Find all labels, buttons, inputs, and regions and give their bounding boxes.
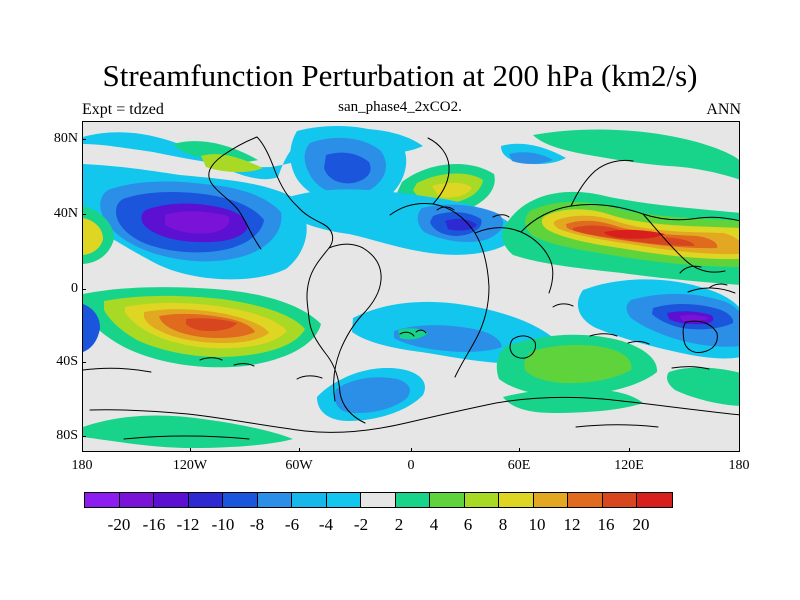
lat-label-80n: 80N <box>53 131 78 146</box>
colorbar-label: -4 <box>318 515 334 534</box>
colorbar-cell <box>602 493 637 507</box>
colorbar-label: -6 <box>284 515 300 534</box>
lon-label-0: 0 <box>407 458 415 473</box>
colorbar-cell <box>637 493 672 507</box>
southwest-edge-negative <box>83 304 100 352</box>
colorbar-label: 16 <box>597 515 615 534</box>
northeast-pacific-positive-band <box>173 141 258 163</box>
colorbar-cell <box>464 493 499 507</box>
southwest-pacific-negative-innermost <box>679 314 709 322</box>
plot-title: Streamfunction Perturbation at 200 hPa (… <box>102 58 698 93</box>
lon-tick-60e <box>519 448 520 452</box>
lon-label-120e: 120E <box>614 458 644 473</box>
colorbar-label: -12 <box>176 515 200 534</box>
colorbar-label: -16 <box>142 515 166 534</box>
dateline-positive-core <box>83 218 103 255</box>
south-indian-southern-band <box>503 388 643 413</box>
north-atlantic-negative-core <box>324 152 371 184</box>
south-indian-positive-core <box>524 344 632 384</box>
lon-label-120w: 120W <box>172 458 208 473</box>
colorbar-cell <box>257 493 292 507</box>
experiment-label: Expt = tdzed <box>82 101 164 118</box>
south-atlantic-positive-pocket <box>398 328 428 340</box>
asia-positive-innermost <box>604 229 665 239</box>
colorbar-label: 6 <box>463 515 473 534</box>
northeast-pacific-core <box>201 154 263 173</box>
colorbar-cell <box>361 493 396 507</box>
colorbar-label: 12 <box>563 515 581 534</box>
lat-tick-40s <box>82 362 86 363</box>
colorbar-cell <box>395 493 430 507</box>
lat-label-40n: 40N <box>53 206 78 221</box>
lat-label-80s: 80S <box>56 428 78 443</box>
colorbar <box>84 492 673 508</box>
lon-tick-180-right <box>739 448 740 452</box>
colorbar-label: 8 <box>498 515 508 534</box>
lat-tick-80s <box>82 436 86 437</box>
lat-tick-40n <box>82 214 86 215</box>
colorbar-label: 10 <box>528 515 546 534</box>
colorbar-cell <box>326 493 361 507</box>
colorbar-label: -20 <box>107 515 131 534</box>
lon-label-180-right: 180 <box>728 458 750 473</box>
colorbar-cell <box>568 493 603 507</box>
southeast-edge-positive <box>667 367 739 406</box>
lon-label-60e: 60E <box>507 458 531 473</box>
lon-tick-60w <box>299 448 300 452</box>
colorbar-label: -10 <box>211 515 235 534</box>
colorbar-cell <box>223 493 258 507</box>
lon-label-180-left: 180 <box>71 458 93 473</box>
north-pacific-negative-core <box>165 211 230 234</box>
lon-tick-180-left <box>82 448 83 452</box>
south-pacific-positive-innermost <box>186 318 237 331</box>
colorbar-label: 4 <box>429 515 439 534</box>
season-label: ANN <box>706 101 741 118</box>
europe-hot-core <box>432 182 472 198</box>
lat-label-40s: 40S <box>56 354 78 369</box>
colorbar-labels: -20 -16 -12 -10 -8 -6 -4 -2 2 4 6 8 10 1… <box>84 513 744 537</box>
streamfunction-map <box>83 122 739 451</box>
colorbar-cell <box>188 493 223 507</box>
colorbar-cell <box>85 493 120 507</box>
southern-ocean-negative-core <box>334 377 410 414</box>
north-africa-negative-core <box>445 218 477 231</box>
colorbar-cell <box>154 493 189 507</box>
plot-subtitle: san_phase4_2xCO2. <box>338 99 462 115</box>
colorbar-label: 2 <box>394 515 404 534</box>
colorbar-cell <box>533 493 568 507</box>
colorbar-label: -2 <box>353 515 369 534</box>
colorbar-cell <box>292 493 327 507</box>
colorbar-cell <box>430 493 465 507</box>
lon-tick-120w <box>190 448 191 452</box>
siberia-negative-core <box>509 152 553 164</box>
northern-eurasia-positive-band <box>533 129 739 180</box>
lon-tick-120e <box>629 448 630 452</box>
coastlines <box>83 136 739 440</box>
colorbar-cell <box>499 493 534 507</box>
lon-tick-0 <box>411 448 412 452</box>
lat-tick-0 <box>82 289 86 290</box>
lat-label-0: 0 <box>71 281 78 296</box>
colorbar-label: -8 <box>249 515 265 534</box>
colorbar-label: 20 <box>632 515 650 534</box>
colorbar-cell <box>119 493 154 507</box>
lon-label-60w: 60W <box>285 458 313 473</box>
southern-edge-positive <box>83 415 293 448</box>
lat-tick-80n <box>82 139 86 140</box>
map-panel <box>82 121 740 452</box>
